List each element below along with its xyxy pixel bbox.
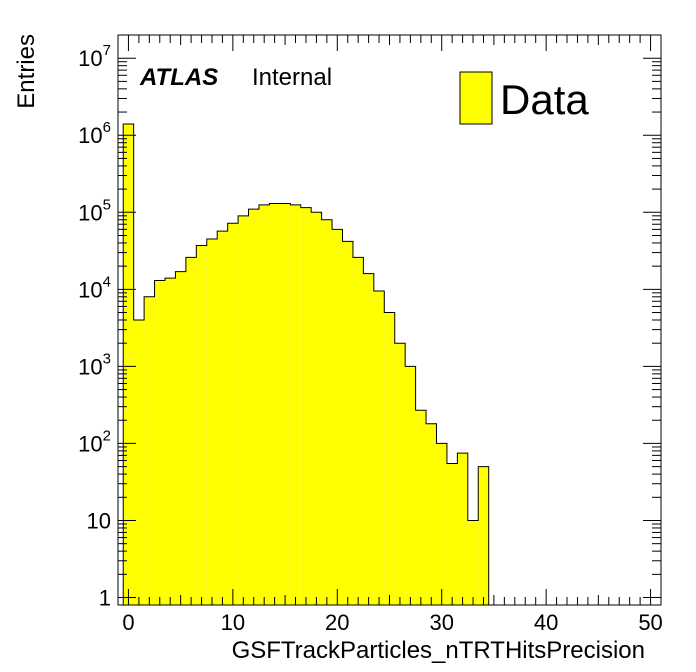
x-tick-label: 50 <box>638 610 662 635</box>
histogram-bar <box>269 203 280 605</box>
histogram-bar <box>446 463 458 605</box>
y-tick-label: 10 <box>87 508 111 533</box>
x-tick-label: 20 <box>325 610 349 635</box>
atlas-label: ATLAS <box>139 64 218 91</box>
histogram-bar <box>144 296 155 605</box>
histogram-bar <box>478 466 489 605</box>
histogram-bar <box>290 204 301 605</box>
histogram-bar <box>363 273 374 605</box>
histogram-bar <box>133 320 145 605</box>
histogram-bar <box>467 520 479 605</box>
y-tick-label: 106 <box>78 119 111 148</box>
histogram-bars <box>122 123 490 606</box>
internal-label: Internal <box>252 64 332 91</box>
histogram-bar <box>227 223 239 605</box>
histogram-bar <box>279 203 291 605</box>
histogram-bar <box>352 257 364 605</box>
histogram-bar <box>185 257 197 605</box>
histogram-bar <box>175 271 186 605</box>
histogram-bar <box>415 410 427 605</box>
y-axis-title: Entries <box>13 34 40 109</box>
y-tick-label: 104 <box>78 273 111 302</box>
histogram-bar <box>206 239 218 605</box>
histogram-bar <box>311 212 322 606</box>
histogram-bar <box>457 453 468 605</box>
histogram-bar <box>196 245 207 606</box>
histogram-bar <box>217 231 228 605</box>
histogram-bar <box>164 278 176 605</box>
histogram-bar <box>154 280 165 605</box>
y-tick-label: 107 <box>78 42 111 71</box>
histogram-bar <box>394 343 406 605</box>
histogram-bar <box>426 423 437 605</box>
axis-ticks: 0 10 20 30 40 50 1 10 102 103 104 105 106 107 <box>78 34 663 635</box>
histogram-bar <box>238 215 249 605</box>
histogram-bar <box>384 312 395 605</box>
histogram-outline <box>122 123 490 605</box>
x-tick-label: 0 <box>122 610 134 635</box>
histogram-bar <box>300 207 312 605</box>
histogram-bar <box>436 443 447 605</box>
y-tick-label: 102 <box>78 427 111 456</box>
y-tick-label: 103 <box>78 350 111 379</box>
histogram-bar <box>123 123 134 606</box>
histogram-bar <box>332 229 343 605</box>
histogram-bar <box>342 241 353 606</box>
y-tick-label: 1 <box>99 586 111 611</box>
histogram-bar <box>248 209 259 605</box>
histogram-bar <box>321 219 333 605</box>
histogram-bar <box>373 291 385 605</box>
x-tick-label: 30 <box>429 610 453 635</box>
x-tick-label: 40 <box>534 610 558 635</box>
histogram-bar <box>405 366 416 605</box>
x-tick-label: 10 <box>221 610 245 635</box>
legend-label: Data <box>500 76 589 123</box>
y-tick-label: 105 <box>78 196 111 225</box>
legend-swatch <box>459 71 493 125</box>
x-axis-title: GSFTrackParticles_nTRTHitsPrecision <box>232 637 645 664</box>
histogram-bar <box>258 204 270 605</box>
